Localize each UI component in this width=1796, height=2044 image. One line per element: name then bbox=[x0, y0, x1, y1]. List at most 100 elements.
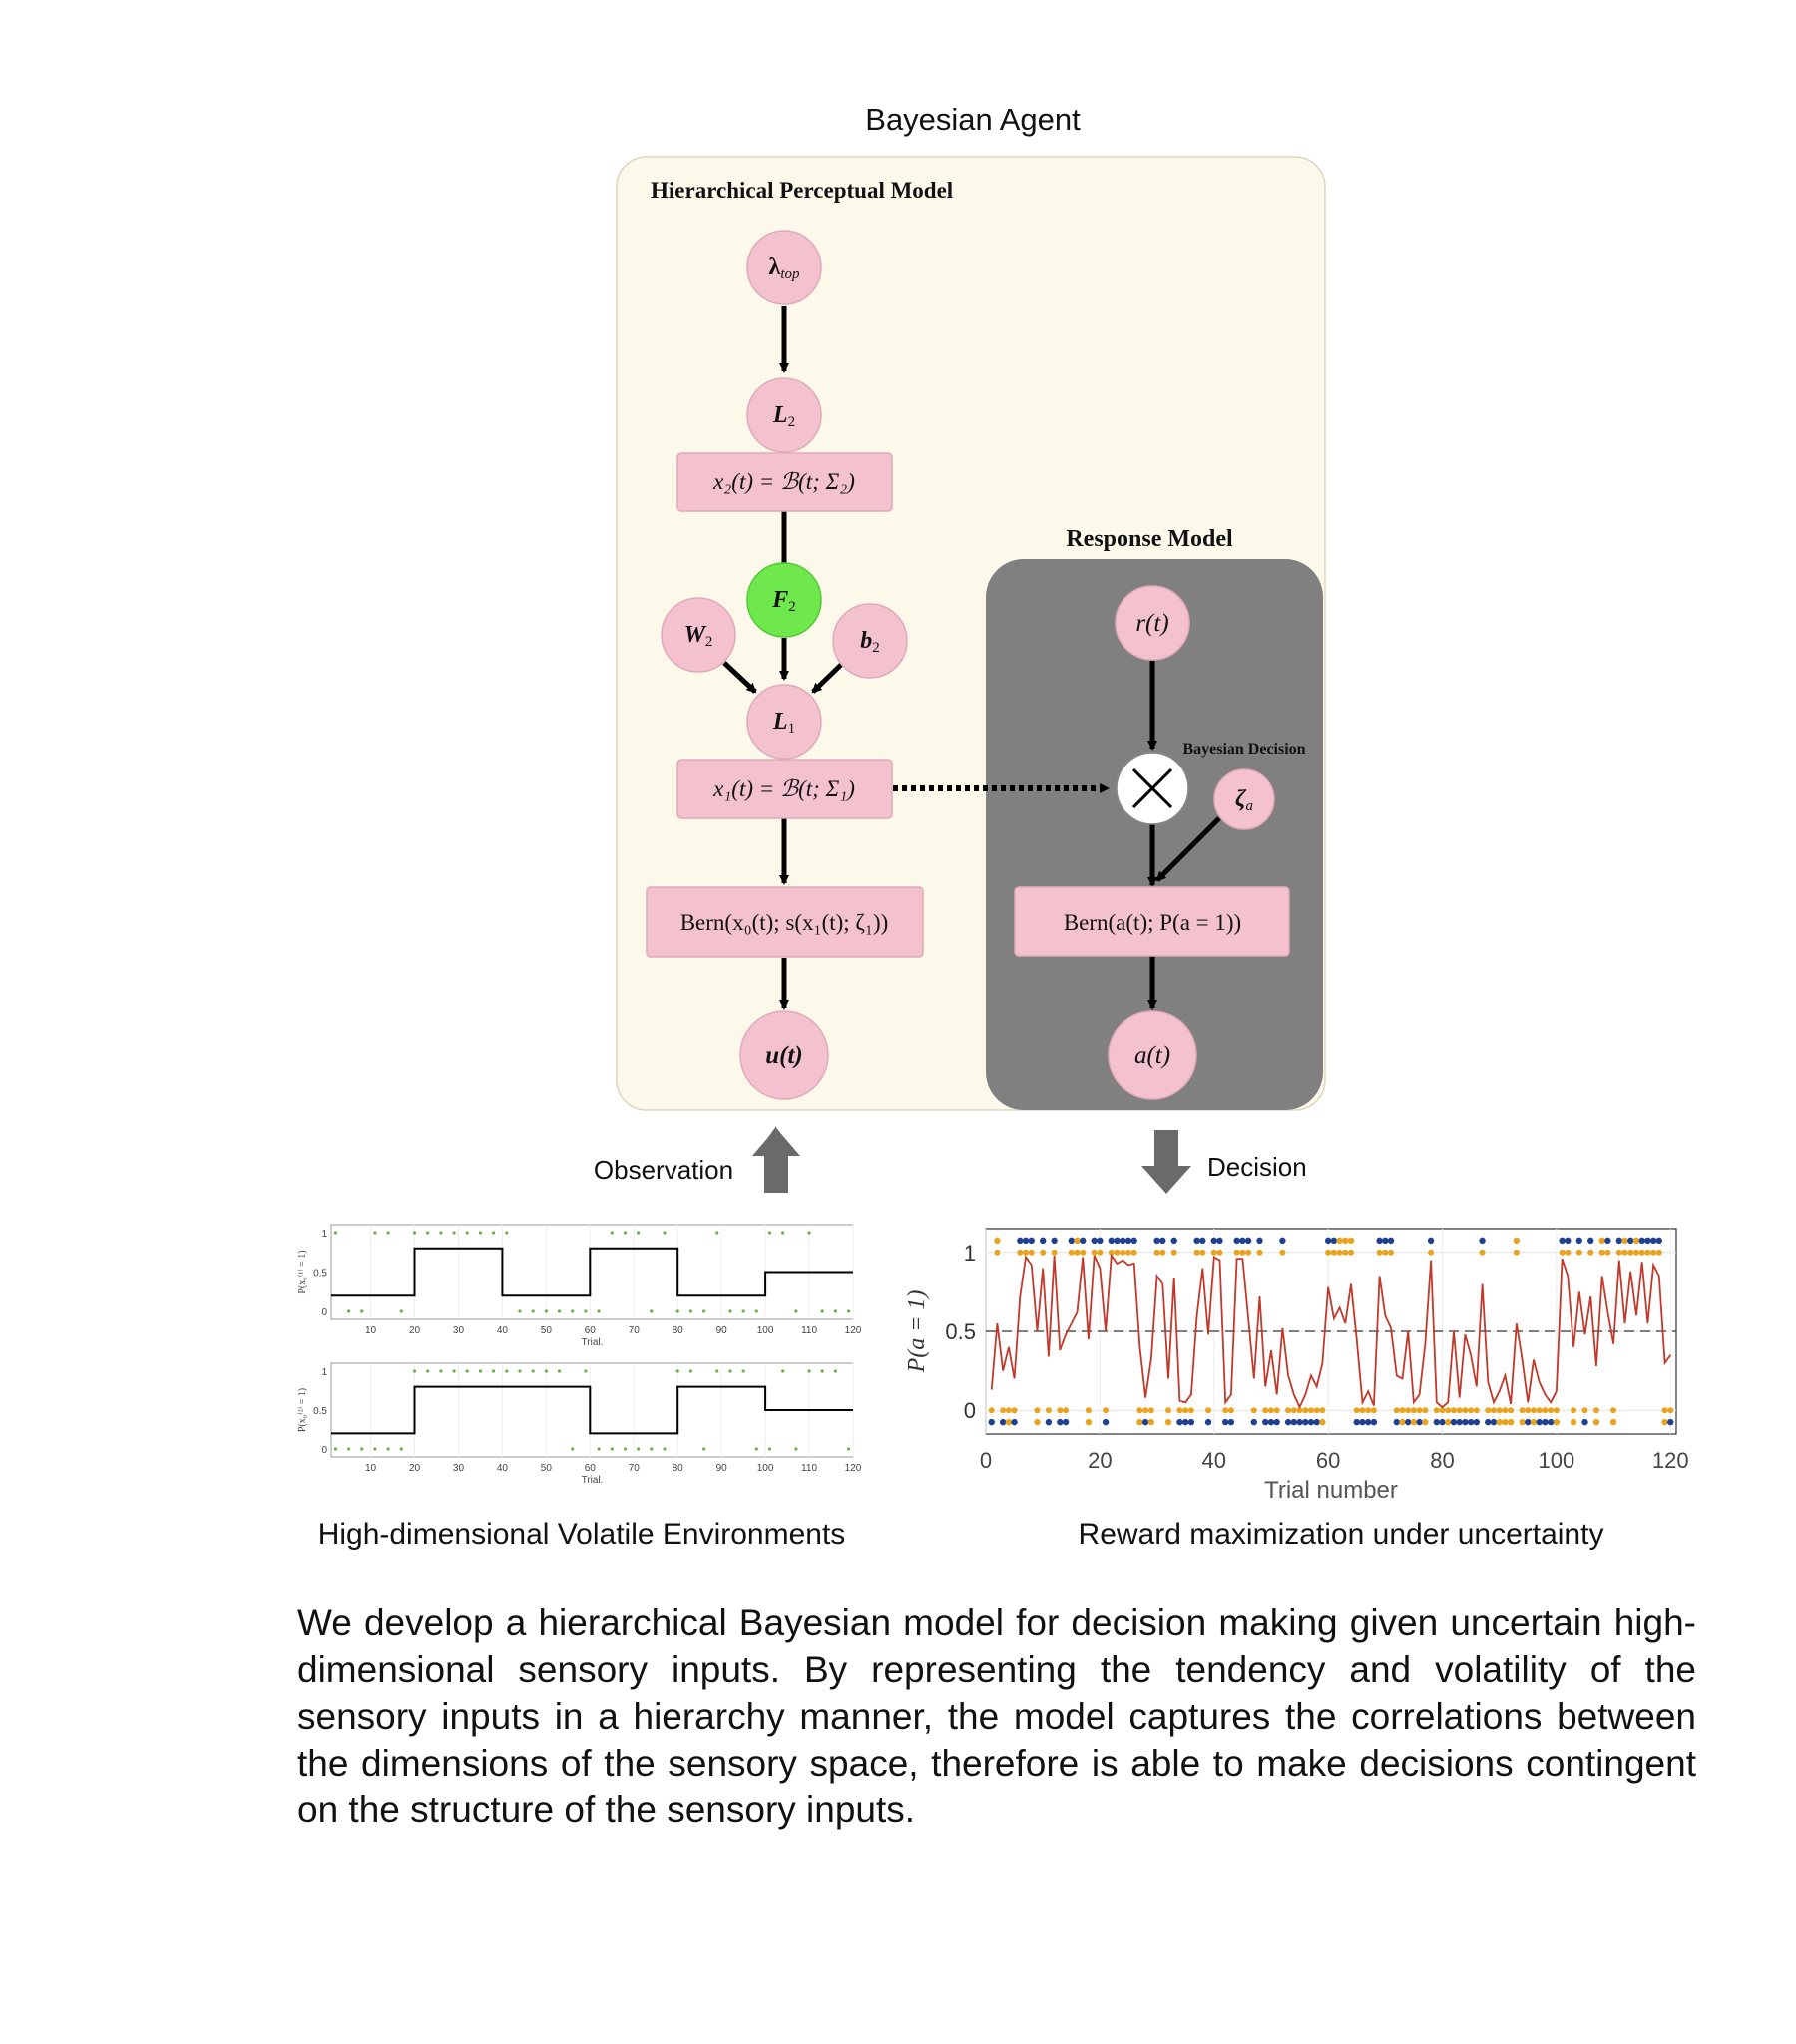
outcome-marker bbox=[1153, 1249, 1160, 1256]
decision-marker bbox=[1284, 1418, 1292, 1426]
outcome-marker bbox=[1581, 1407, 1588, 1414]
outcome-marker bbox=[1342, 1249, 1349, 1256]
outcome-marker bbox=[1615, 1249, 1622, 1256]
x-tick-label: 50 bbox=[541, 1325, 553, 1336]
decision-marker bbox=[1485, 1418, 1492, 1426]
outcome-marker bbox=[1279, 1249, 1286, 1256]
outcome-marker bbox=[1307, 1407, 1314, 1414]
outcome-marker bbox=[1479, 1249, 1486, 1256]
observation-dot bbox=[715, 1231, 719, 1235]
decision-marker bbox=[1592, 1418, 1600, 1426]
svg-text:λtop: λtop bbox=[769, 255, 800, 282]
x-tick-label: 20 bbox=[409, 1325, 421, 1336]
x-tick-label: 60 bbox=[585, 1325, 597, 1336]
decision-marker bbox=[1399, 1418, 1406, 1426]
decision-marker bbox=[1530, 1418, 1538, 1426]
node-W2: W2 bbox=[661, 597, 736, 673]
x-tick-label: 20 bbox=[409, 1463, 421, 1474]
decision-marker bbox=[1450, 1418, 1458, 1426]
decision-marker bbox=[1130, 1237, 1137, 1245]
x-axis-label: Trial number bbox=[1264, 1477, 1398, 1504]
observation-dot bbox=[571, 1309, 575, 1313]
outcome-marker bbox=[1382, 1249, 1389, 1256]
decision-marker bbox=[1604, 1237, 1611, 1245]
svg-text:b2: b2 bbox=[860, 628, 880, 656]
observation-dot bbox=[518, 1369, 522, 1373]
outcome-marker bbox=[1575, 1249, 1582, 1256]
observation-dot bbox=[333, 1447, 337, 1451]
observation-dot bbox=[663, 1447, 667, 1451]
outcome-marker bbox=[1353, 1407, 1360, 1414]
outcome-marker bbox=[1496, 1407, 1503, 1414]
decision-label: Decision bbox=[1207, 1152, 1307, 1182]
svg-text:a(t): a(t) bbox=[1134, 1042, 1170, 1069]
observation-dot bbox=[794, 1447, 798, 1451]
observation-dot bbox=[675, 1309, 679, 1313]
observation-dot bbox=[820, 1309, 824, 1313]
x-tick-label: 90 bbox=[716, 1463, 728, 1474]
outcome-marker bbox=[1290, 1407, 1297, 1414]
decision-marker bbox=[1187, 1418, 1195, 1426]
decision-marker bbox=[1507, 1418, 1515, 1426]
svg-text:W2: W2 bbox=[684, 622, 713, 650]
outcome-marker bbox=[1114, 1249, 1121, 1256]
observation-dot bbox=[571, 1447, 575, 1451]
decision-marker bbox=[1655, 1237, 1663, 1245]
outcome-marker bbox=[1057, 1407, 1064, 1414]
outcome-marker bbox=[1296, 1407, 1303, 1414]
observation-dot bbox=[807, 1231, 811, 1235]
outcome-marker bbox=[1193, 1249, 1200, 1256]
observation-dot bbox=[833, 1309, 838, 1313]
decision-marker bbox=[1097, 1237, 1104, 1245]
outcome-marker bbox=[1159, 1249, 1166, 1256]
observation-dot bbox=[847, 1309, 851, 1313]
decision-marker bbox=[1456, 1418, 1463, 1426]
y-axis-label: P(x₀⁽²⁾ = 1) bbox=[297, 1388, 308, 1432]
outcome-marker bbox=[1165, 1407, 1172, 1414]
decision-marker bbox=[1074, 1237, 1081, 1245]
outcome-marker bbox=[1302, 1407, 1309, 1414]
observation-dot bbox=[544, 1369, 549, 1373]
observation-dot bbox=[741, 1309, 745, 1313]
decision-marker bbox=[1598, 1237, 1605, 1245]
observation-dot bbox=[386, 1447, 390, 1451]
decision-marker bbox=[1649, 1237, 1657, 1245]
observation-dot bbox=[781, 1369, 785, 1373]
decision-marker bbox=[1080, 1237, 1087, 1245]
observation-dot bbox=[728, 1369, 732, 1373]
observation-dot bbox=[518, 1309, 522, 1313]
outcome-marker bbox=[1273, 1407, 1280, 1414]
svg-text:x₂(t) = ℬ(t; Σ₂): x₂(t) = ℬ(t; Σ₂) bbox=[712, 469, 855, 494]
observation-dot bbox=[465, 1231, 469, 1235]
response-model-label: Response Model bbox=[1066, 526, 1233, 552]
decision-marker bbox=[1244, 1237, 1252, 1245]
svg-text:Bern(x₀(t); s(x₁(t); ζ₁)): Bern(x₀(t); s(x₁(t); ζ₁)) bbox=[680, 910, 889, 935]
observation-dot bbox=[807, 1369, 811, 1373]
decision-marker bbox=[1587, 1237, 1594, 1245]
observation-dot bbox=[820, 1369, 824, 1373]
outcome-marker bbox=[1147, 1407, 1154, 1414]
decision-marker bbox=[1307, 1418, 1315, 1426]
observation-dot bbox=[610, 1447, 614, 1451]
figure-title: Bayesian Agent bbox=[865, 102, 1081, 137]
x-tick-label: 100 bbox=[757, 1463, 774, 1474]
bayesian-decision-label: Bayesian Decision bbox=[1182, 741, 1305, 758]
observation-dot bbox=[412, 1369, 417, 1373]
x-tick-label: 50 bbox=[541, 1463, 553, 1474]
outcome-marker bbox=[1450, 1407, 1457, 1414]
svg-text:u(t): u(t) bbox=[765, 1042, 803, 1069]
decision-marker bbox=[1393, 1418, 1400, 1426]
outcome-marker bbox=[1565, 1249, 1572, 1256]
decision-marker bbox=[1005, 1418, 1013, 1426]
decision-marker bbox=[1525, 1418, 1532, 1426]
x-tick-label: 90 bbox=[716, 1325, 728, 1336]
decision-marker bbox=[1559, 1237, 1566, 1245]
node-L1: L1 bbox=[746, 684, 822, 760]
decision-marker bbox=[1256, 1237, 1263, 1245]
x-tick-label: 100 bbox=[1539, 1448, 1575, 1473]
y-tick-label: 0 bbox=[964, 1398, 976, 1423]
observation-dot bbox=[688, 1369, 693, 1373]
observation-dot bbox=[399, 1447, 403, 1451]
x-tick-label: 120 bbox=[1652, 1448, 1689, 1473]
decision-marker bbox=[1570, 1418, 1577, 1426]
